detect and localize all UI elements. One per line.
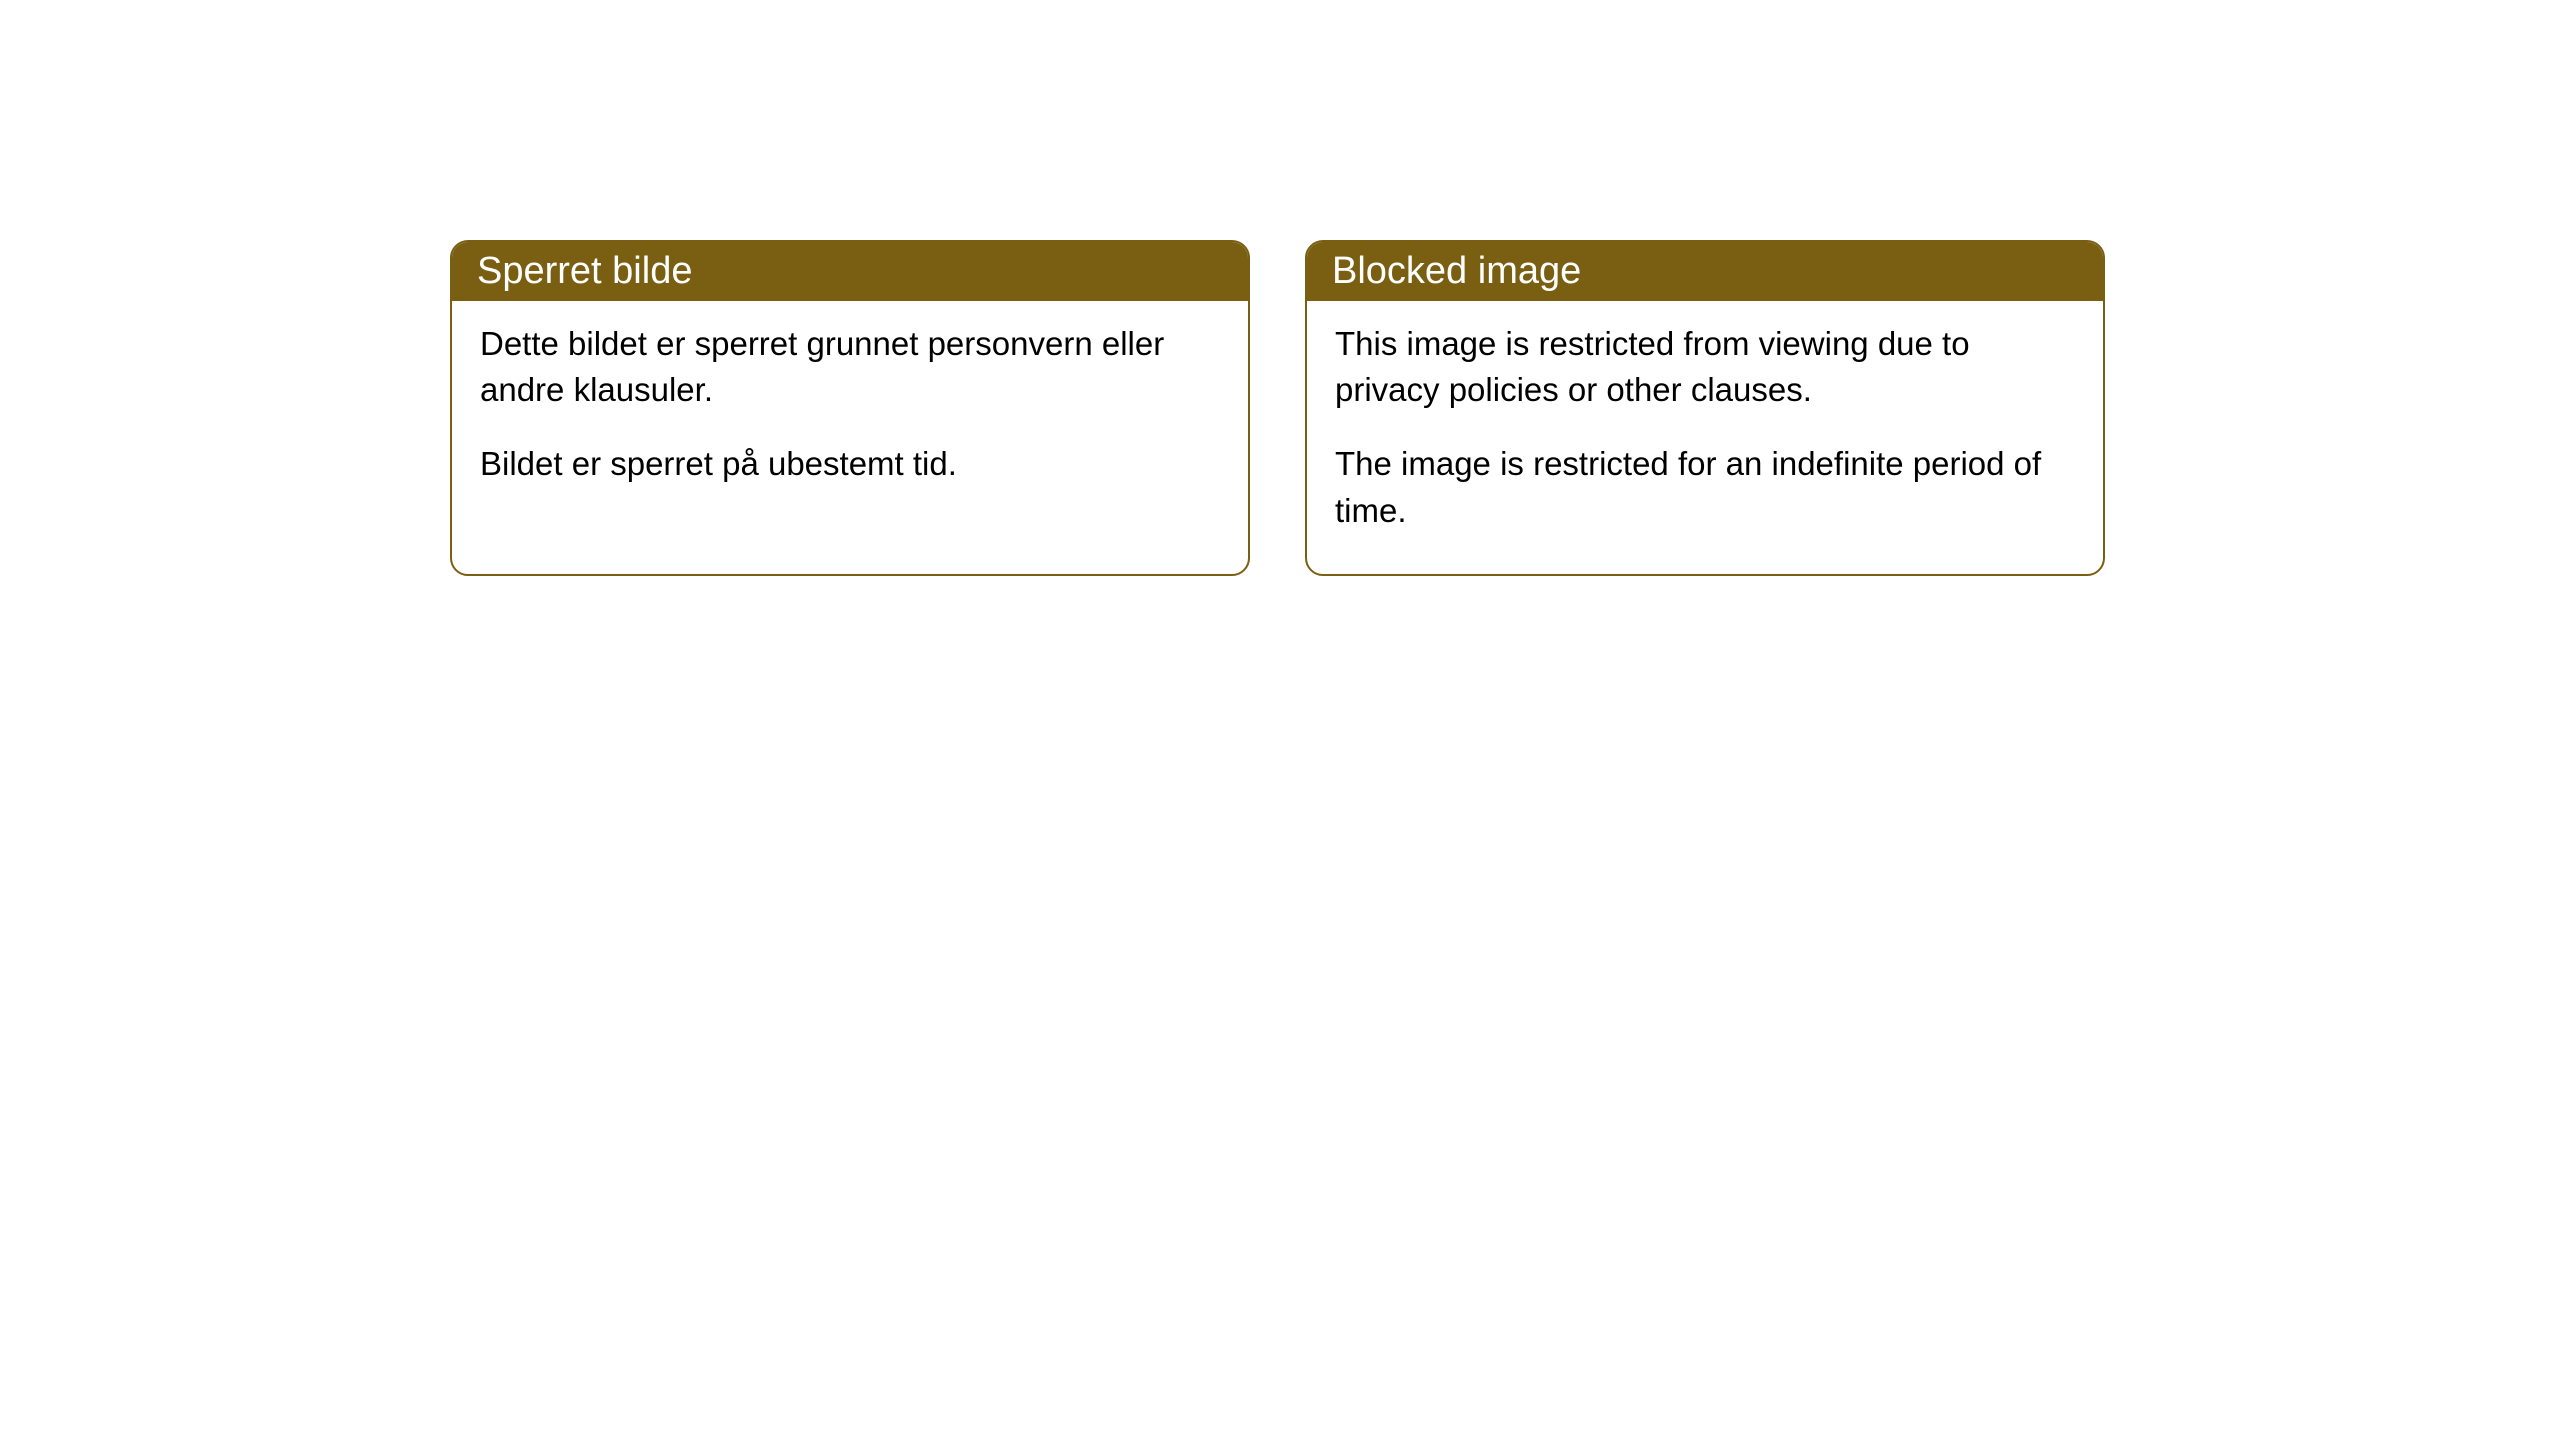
notice-paragraph: This image is restricted from viewing du…	[1335, 321, 2075, 413]
card-header: Sperret bilde	[452, 242, 1248, 301]
notice-card-norwegian: Sperret bilde Dette bildet er sperret gr…	[450, 240, 1250, 576]
card-body: This image is restricted from viewing du…	[1307, 301, 2103, 574]
notice-card-english: Blocked image This image is restricted f…	[1305, 240, 2105, 576]
card-header: Blocked image	[1307, 242, 2103, 301]
notice-paragraph: Bildet er sperret på ubestemt tid.	[480, 441, 1220, 487]
card-body: Dette bildet er sperret grunnet personve…	[452, 301, 1248, 528]
notice-cards-container: Sperret bilde Dette bildet er sperret gr…	[0, 0, 2560, 576]
notice-paragraph: The image is restricted for an indefinit…	[1335, 441, 2075, 533]
notice-paragraph: Dette bildet er sperret grunnet personve…	[480, 321, 1220, 413]
